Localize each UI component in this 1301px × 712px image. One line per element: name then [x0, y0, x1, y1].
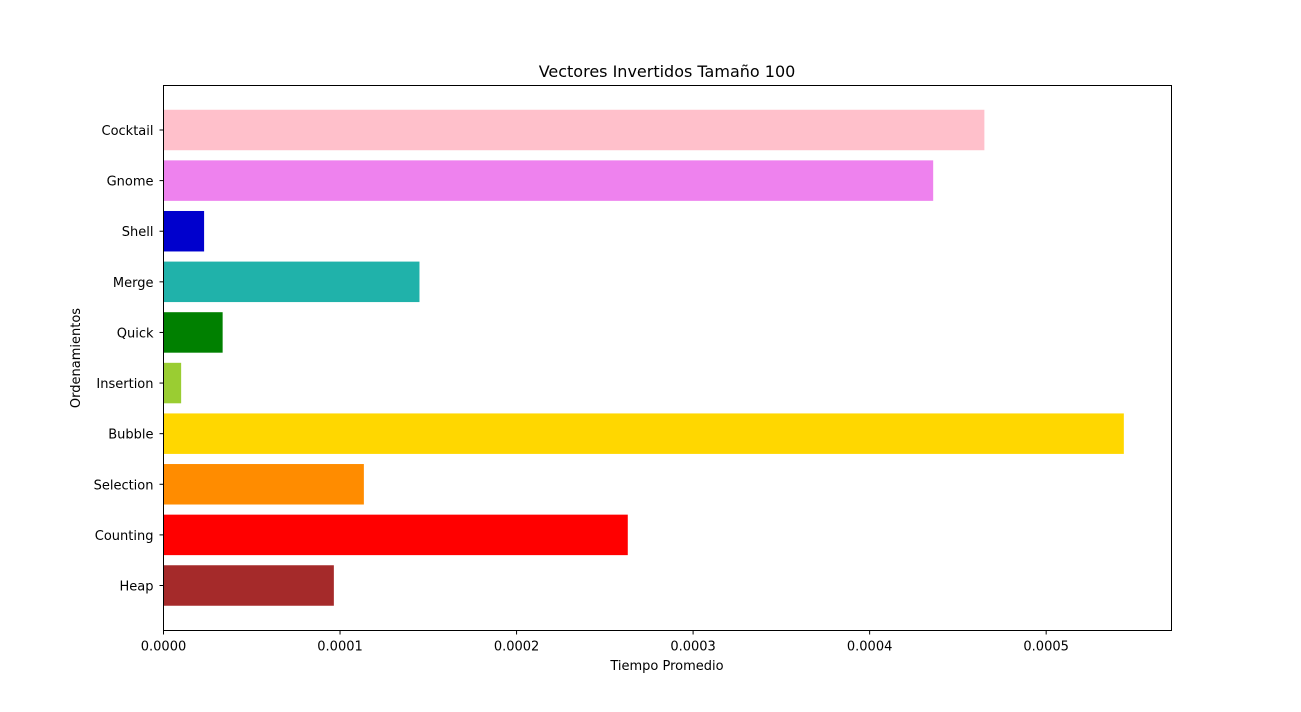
plot-frame: [163, 85, 1172, 631]
bar-bubble: [163, 413, 1124, 454]
bar-shell: [163, 210, 205, 252]
x-tick-label: 0.0005: [1023, 640, 1069, 655]
x-tick-label: 0.0000: [141, 640, 187, 655]
y-axis: Heap Counting Selection Bubble Insertion Quic…: [94, 124, 164, 595]
bars-layer: [163, 109, 1124, 606]
y-tick-label: Counting: [95, 529, 154, 544]
y-tick-label: Heap: [120, 580, 154, 595]
chart-title: Vectores Invertidos Tamaño 100: [539, 62, 796, 81]
y-tick-label: Selection: [94, 478, 154, 493]
y-tick-label: Bubble: [108, 428, 153, 443]
y-axis-label: Ordenamientos: [69, 308, 84, 408]
bar-counting: [163, 514, 628, 556]
y-tick-label: Quick: [117, 326, 154, 341]
bar-selection: [163, 464, 364, 505]
y-tick-label: Insertion: [96, 377, 153, 392]
bar-heap: [163, 565, 334, 606]
y-tick-label: Cocktail: [102, 124, 154, 139]
x-axis: 0.0000 0.0001 0.0002 0.0003 0.0004 0.0005: [141, 630, 1069, 655]
y-tick-label: Merge: [113, 276, 154, 291]
bar-gnome: [163, 160, 934, 201]
x-tick-label: 0.0002: [494, 640, 540, 655]
y-tick-label: Shell: [122, 225, 154, 240]
x-tick-label: 0.0004: [847, 640, 893, 655]
bar-cocktail: [163, 109, 985, 151]
bar-insertion: [163, 362, 182, 404]
x-tick-label: 0.0003: [670, 640, 716, 655]
x-tick-label: 0.0001: [317, 640, 363, 655]
bar-quick: [163, 312, 223, 353]
bar-merge: [163, 261, 420, 303]
x-axis-label: Tiempo Promedio: [609, 659, 723, 674]
y-tick-label: Gnome: [107, 175, 154, 190]
